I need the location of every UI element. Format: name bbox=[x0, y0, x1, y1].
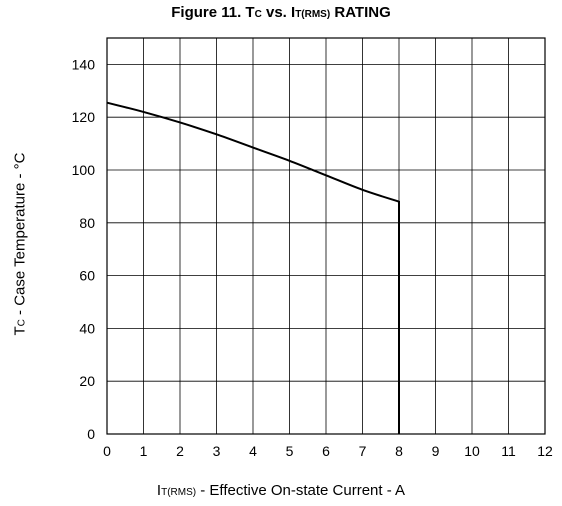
series-line bbox=[106, 101, 400, 434]
x-tick-label: 3 bbox=[213, 443, 221, 459]
y-tick-label: 100 bbox=[72, 162, 96, 178]
x-tick-label: 1 bbox=[140, 443, 148, 459]
x-tick-label: 12 bbox=[537, 443, 553, 459]
chart-title: Figure 11. TC vs. IT(RMS) RATING bbox=[171, 4, 391, 21]
x-tick-label: 11 bbox=[501, 443, 516, 459]
series bbox=[106, 101, 400, 434]
y-tick-label: 20 bbox=[79, 373, 95, 389]
x-tick-label: 7 bbox=[359, 443, 367, 459]
x-tick-label: 9 bbox=[432, 443, 440, 459]
x-tick-label: 0 bbox=[103, 443, 111, 459]
x-tick-label: 5 bbox=[286, 443, 294, 459]
y-tick-label: 120 bbox=[72, 109, 96, 125]
x-tick-label: 8 bbox=[395, 443, 403, 459]
y-tick-label: 60 bbox=[79, 268, 95, 284]
x-tick-label: 2 bbox=[176, 443, 184, 459]
y-tick-label: 40 bbox=[79, 320, 95, 336]
grid bbox=[106, 38, 546, 435]
x-axis-label: IT(RMS) - Effective On-state Current - A bbox=[156, 482, 406, 499]
y-tick-label: 80 bbox=[79, 215, 95, 231]
plot-frame bbox=[106, 37, 546, 435]
x-tick-label: 10 bbox=[464, 443, 480, 459]
x-tick-label: 6 bbox=[322, 443, 330, 459]
y-tick-label: 140 bbox=[72, 56, 96, 72]
x-tick-label: 4 bbox=[249, 443, 257, 459]
y-tick-label: 0 bbox=[87, 426, 95, 442]
